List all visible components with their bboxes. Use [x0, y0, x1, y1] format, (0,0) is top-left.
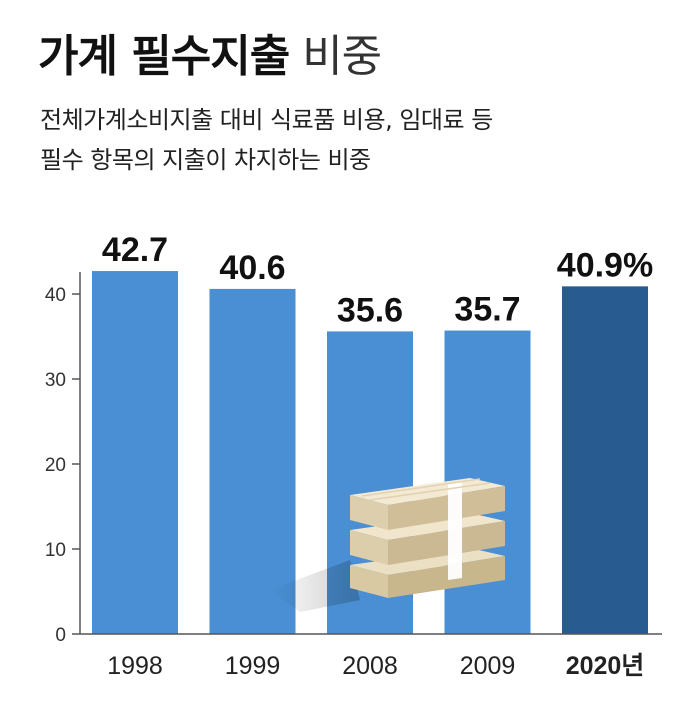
- category-label-2008: 2008: [342, 652, 398, 680]
- y-tick-label-10: 10: [45, 540, 66, 561]
- chart-title: 가계 필수지출 비중: [38, 20, 382, 84]
- money-stack-icon: [270, 478, 505, 612]
- value-label-2008: 35.6: [337, 291, 403, 329]
- bar-1999: [209, 288, 296, 634]
- category-label-2009: 2009: [460, 652, 516, 680]
- y-tick-label-30: 30: [45, 370, 66, 391]
- y-tick-label-0: 0: [55, 625, 66, 646]
- subtitle-line-2: 필수 항목의 지출이 차지하는 비중: [40, 146, 371, 174]
- bar-2020년: [562, 286, 648, 634]
- title-light: 비중: [302, 31, 382, 82]
- value-label-1998: 42.7: [102, 231, 168, 269]
- bar-1998: [92, 271, 178, 634]
- category-label-1998: 1998: [107, 652, 163, 680]
- category-label-1999: 1999: [225, 652, 281, 680]
- value-label-1999: 40.6: [219, 249, 285, 287]
- category-label-2020년: 2020년: [566, 652, 645, 680]
- title-bold: 가계 필수지출: [38, 31, 290, 82]
- y-tick-label-20: 20: [45, 455, 66, 476]
- value-label-2020년: 40.9%: [557, 246, 653, 284]
- y-tick-label-40: 40: [45, 285, 66, 306]
- value-label-2009: 35.7: [454, 291, 520, 329]
- subtitle-line-1: 전체가계소비지출 대비 식료품 비용, 임대료 등: [40, 106, 493, 134]
